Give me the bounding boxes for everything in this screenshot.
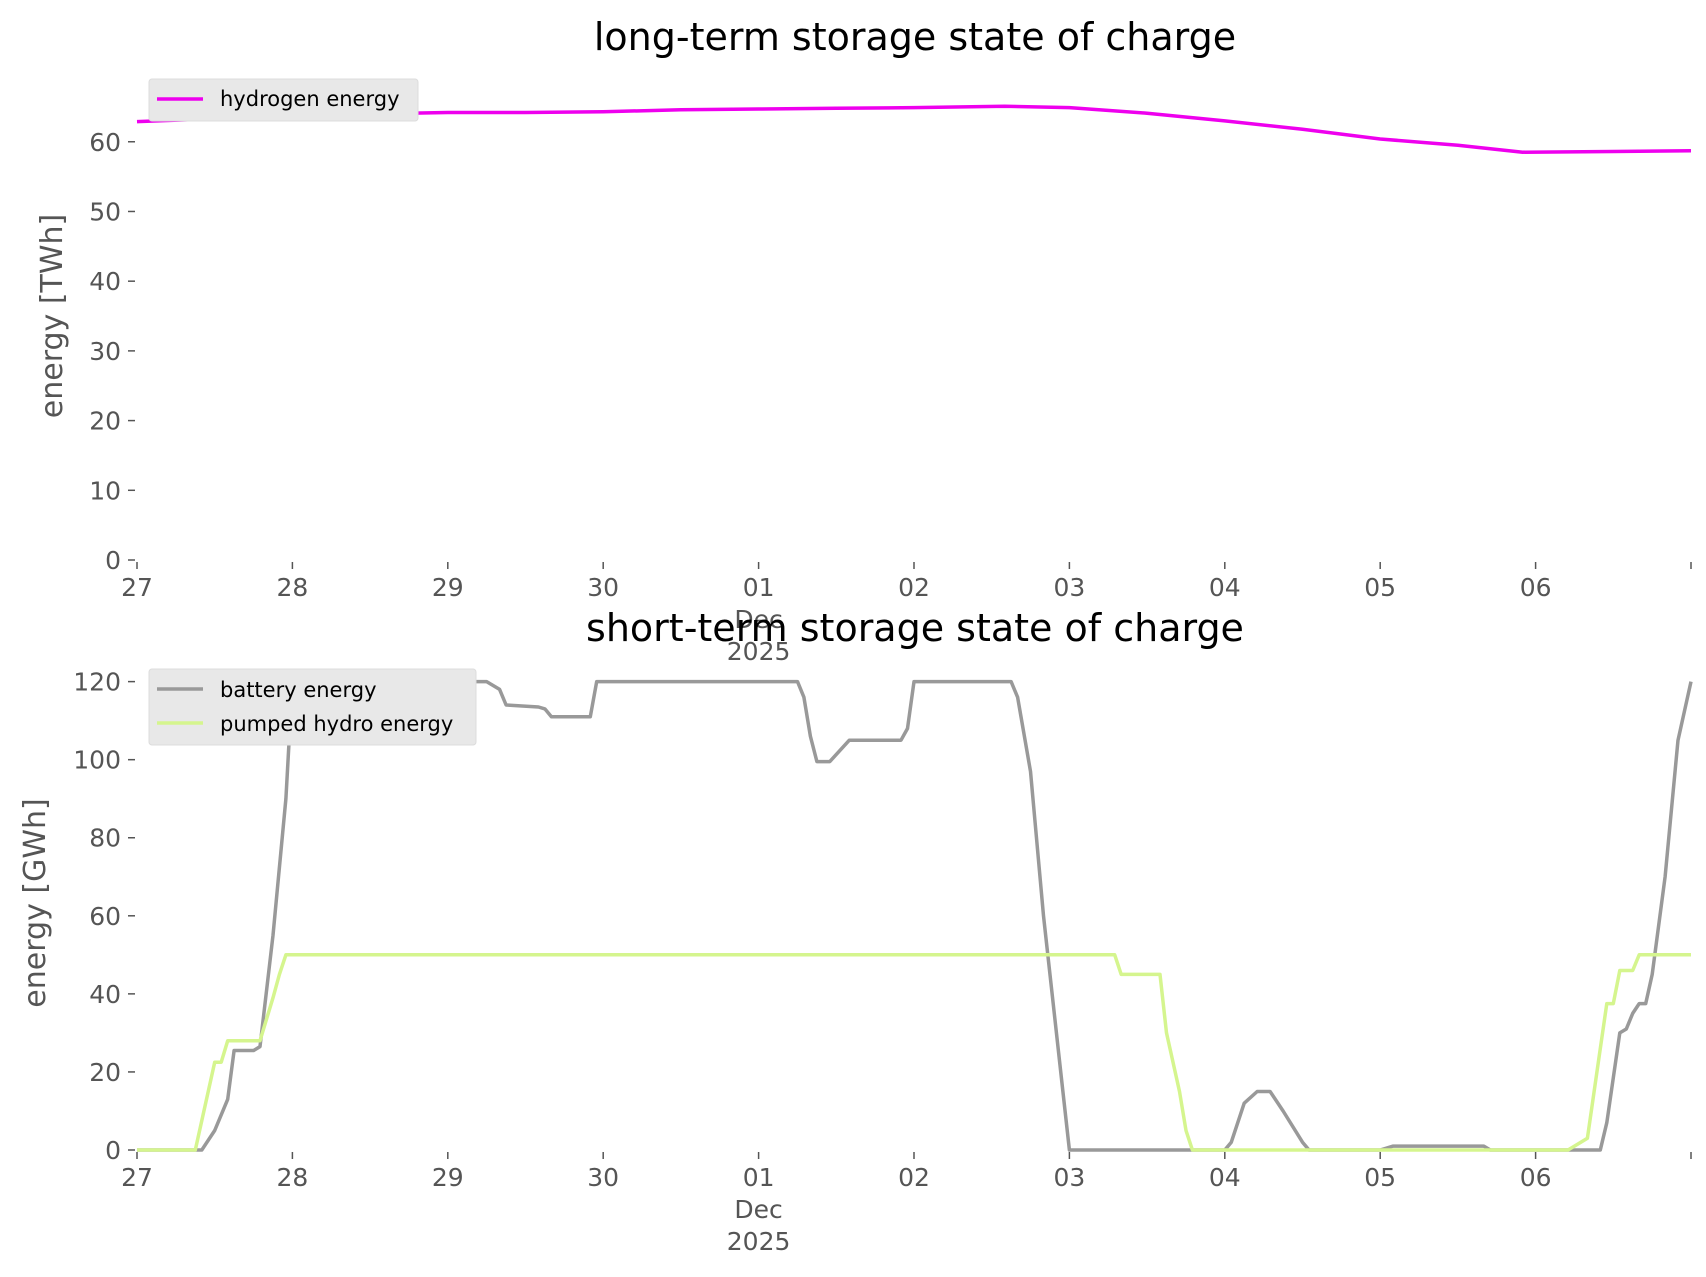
top-x-tick-label: 06 <box>1520 573 1552 602</box>
bottom-series-lines <box>137 679 1693 1152</box>
top-x-tick-label: 28 <box>276 573 308 602</box>
top-x-tick-label: 29 <box>432 573 464 602</box>
bottom-x-tick-label: 01 <box>743 1163 775 1192</box>
top-y-tick-label: 20 <box>89 407 121 436</box>
bottom-x-tick-label: 02 <box>898 1163 930 1192</box>
bottom-x-tick-label: 04 <box>1209 1163 1241 1192</box>
bottom-series-line-battery-energy <box>137 679 1693 1152</box>
bottom-legend: battery energy pumped hydro energy <box>148 668 477 746</box>
bottom-y-tick-label: 40 <box>89 980 121 1009</box>
top-x-tick-sublabel: 2025 <box>727 637 791 666</box>
top-axes: 0 10 20 30 40 50 60 27 28 29 30 01 Dec 2025 02 03 04 05 06 <box>89 128 1692 666</box>
bottom-x-tick-label: 29 <box>432 1163 464 1192</box>
bottom-legend-label-battery: battery energy <box>220 678 377 702</box>
short-term-storage-panel: short-term storage state of charge energ… <box>18 606 1693 1256</box>
top-legend: hydrogen energy <box>148 78 419 122</box>
bottom-x-tick-label: 06 <box>1520 1163 1552 1192</box>
bottom-x-tick-label: 28 <box>276 1163 308 1192</box>
top-x-tick-label: 05 <box>1364 573 1396 602</box>
top-legend-box <box>148 78 419 122</box>
top-x-tick-sublabel: Dec <box>734 605 782 634</box>
top-y-tick-label: 40 <box>89 267 121 296</box>
bottom-x-tick-label: 27 <box>121 1163 153 1192</box>
top-x-tick-label: 03 <box>1053 573 1085 602</box>
top-chart-title: long-term storage state of charge <box>594 15 1236 59</box>
bottom-x-tick-label: 03 <box>1053 1163 1085 1192</box>
long-term-storage-panel: long-term storage state of charge energy… <box>35 15 1692 666</box>
bottom-x-tick-sublabel: Dec <box>734 1195 782 1224</box>
top-x-tick-label: 04 <box>1209 573 1241 602</box>
top-y-tick-label: 60 <box>89 128 121 157</box>
bottom-y-tick-label: 120 <box>73 668 121 697</box>
top-y-axis-label: energy [TWh] <box>35 214 70 418</box>
bottom-series-line-pumped-hydro-energy <box>137 953 1691 1152</box>
top-legend-label-hydrogen: hydrogen energy <box>220 87 400 111</box>
bottom-y-tick-label: 0 <box>105 1136 121 1165</box>
top-y-tick-label: 0 <box>105 546 121 575</box>
top-y-tick-label: 10 <box>89 476 121 505</box>
bottom-y-tick-label: 80 <box>89 824 121 853</box>
top-y-tick-label: 50 <box>89 197 121 226</box>
bottom-y-tick-label: 60 <box>89 902 121 931</box>
bottom-legend-label-pumped-hydro: pumped hydro energy <box>220 712 453 736</box>
top-x-tick-label: 30 <box>587 573 619 602</box>
bottom-y-tick-label: 100 <box>73 746 121 775</box>
bottom-legend-box <box>148 668 477 746</box>
top-x-tick-label: 01 <box>743 573 775 602</box>
bottom-x-tick-label: 05 <box>1364 1163 1396 1192</box>
bottom-x-tick-sublabel: 2025 <box>727 1227 791 1256</box>
bottom-axes: 0 20 40 60 80 100 120 27 28 29 30 01 Dec 2025 02 03 04 05… <box>73 668 1692 1256</box>
top-x-tick-label: 27 <box>121 573 153 602</box>
top-x-tick-label: 02 <box>898 573 930 602</box>
top-y-tick-label: 30 <box>89 337 121 366</box>
bottom-x-tick-label: 30 <box>587 1163 619 1192</box>
bottom-y-axis-label: energy [GWh] <box>18 798 53 1007</box>
bottom-chart-title: short-term storage state of charge <box>586 606 1244 650</box>
bottom-y-tick-label: 20 <box>89 1058 121 1087</box>
